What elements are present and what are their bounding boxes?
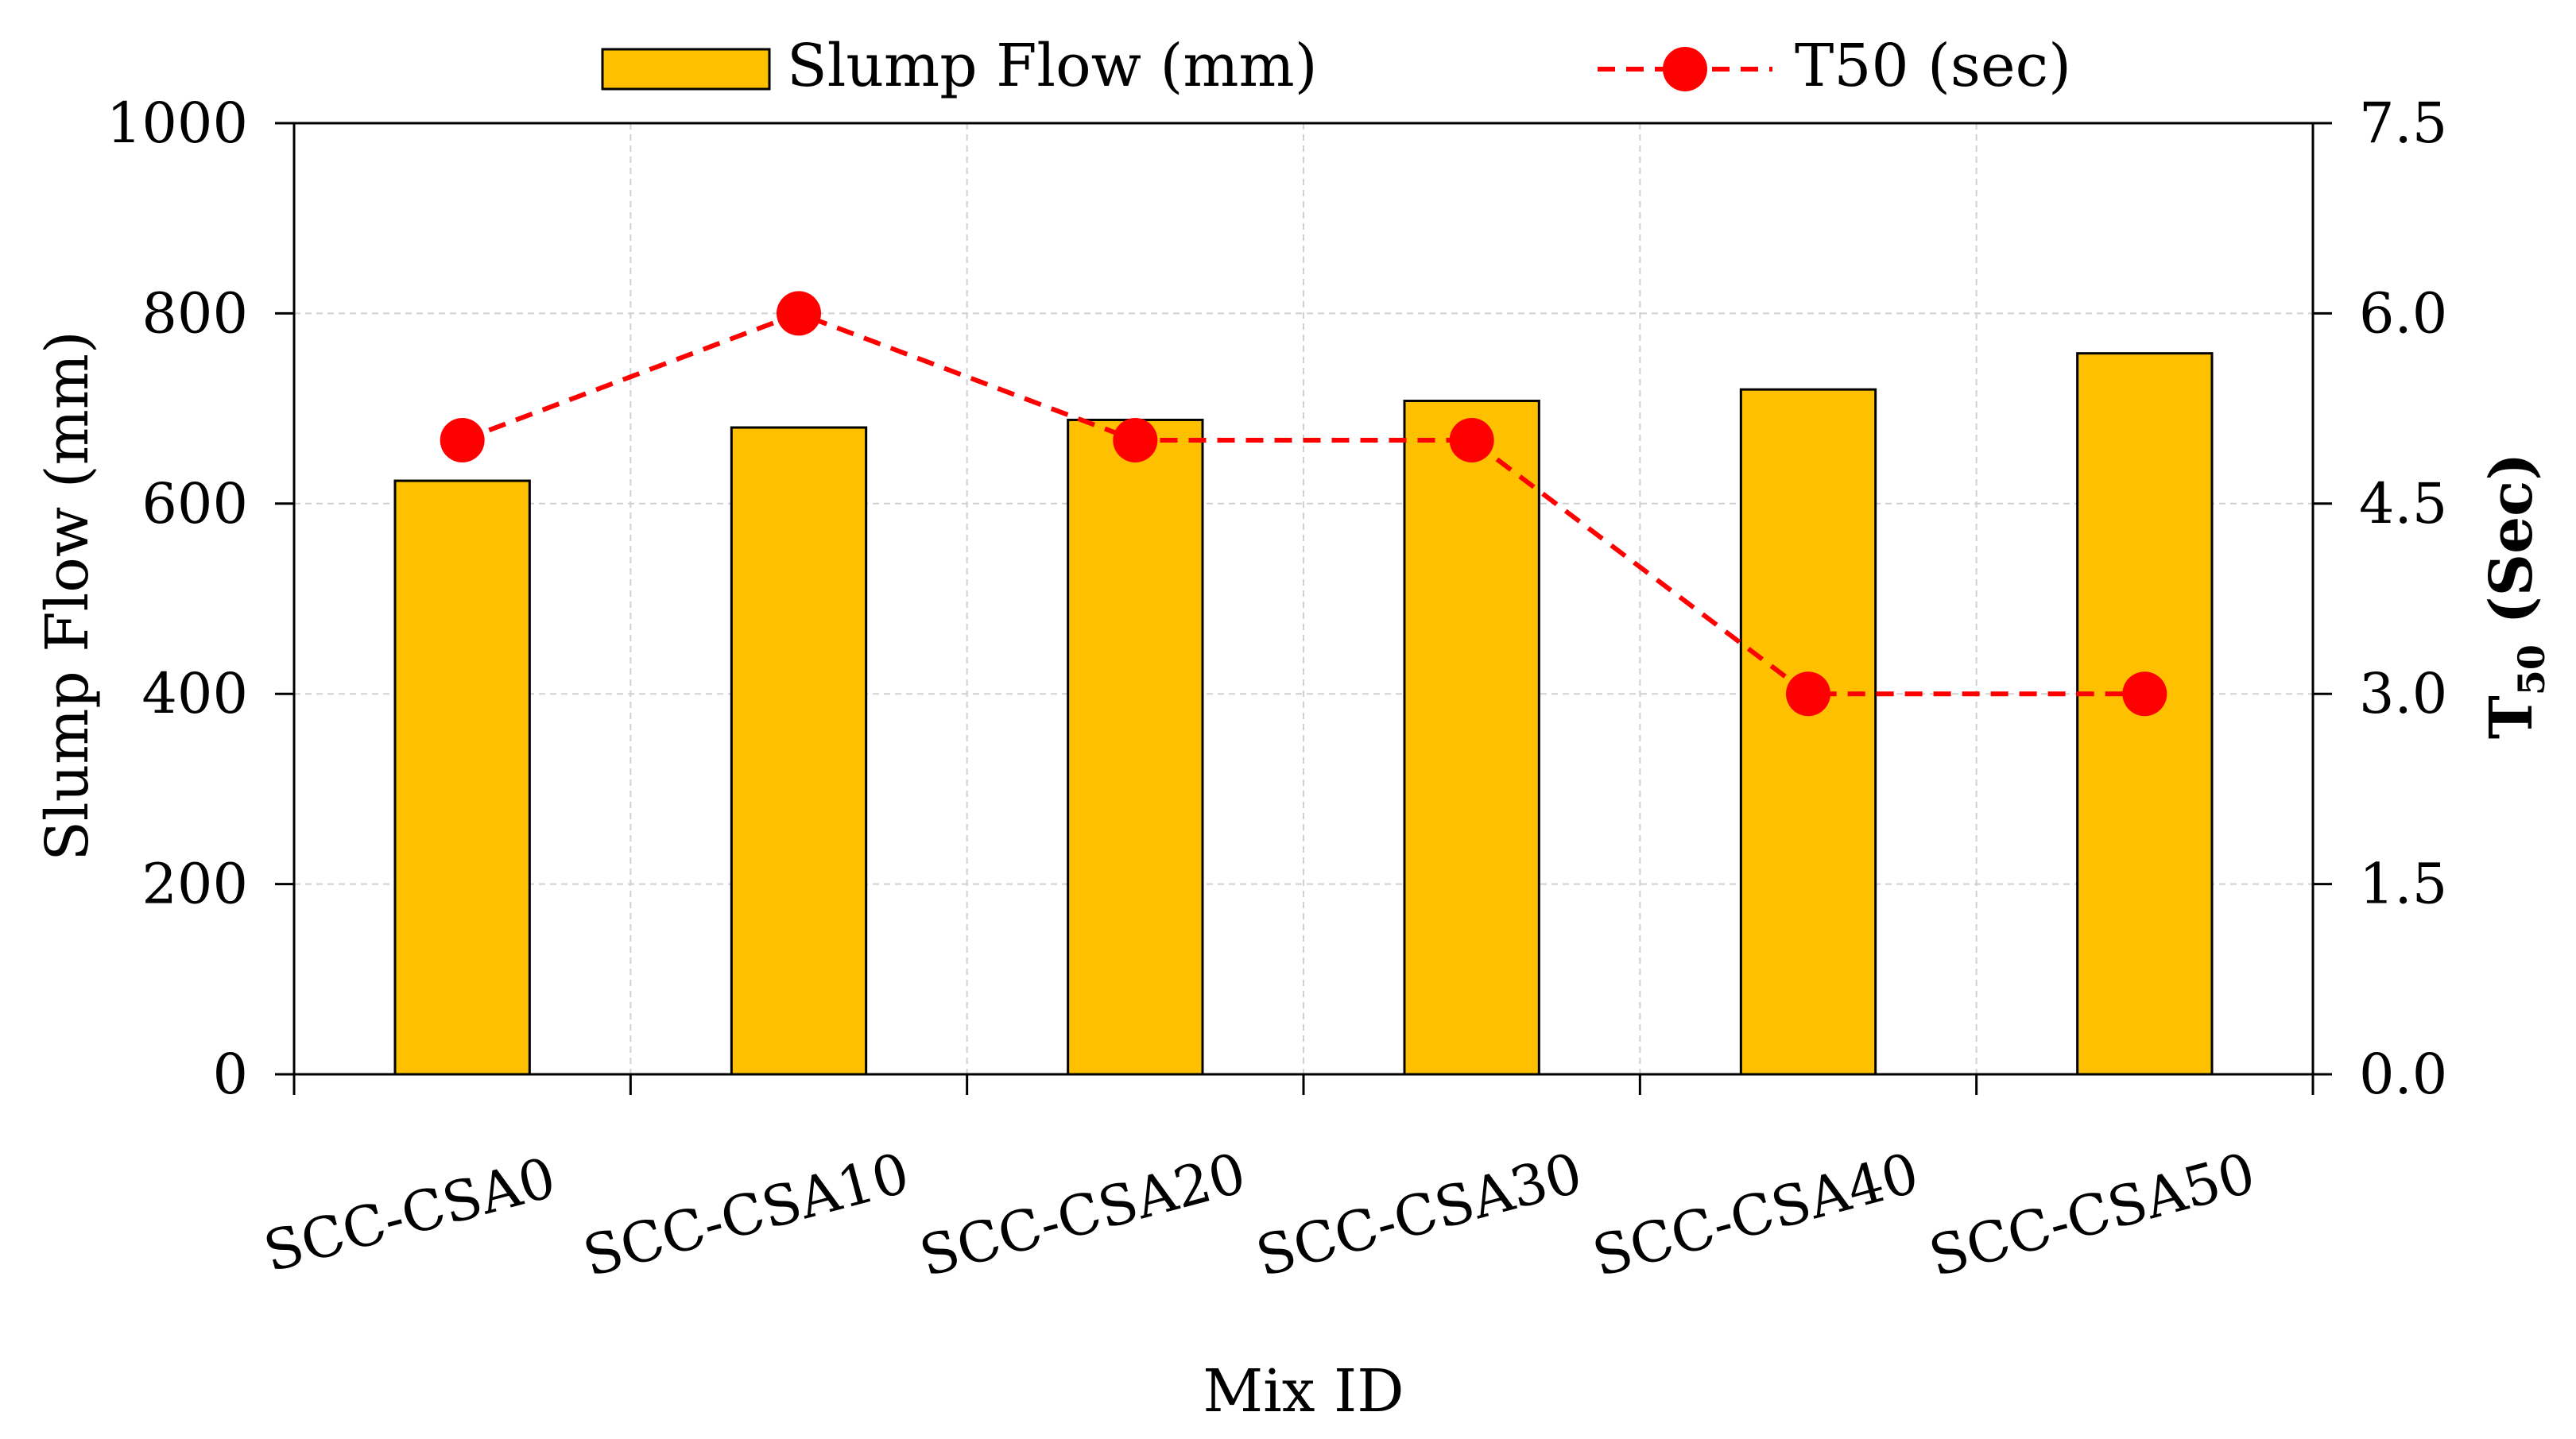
right-axis-ticks: 0.0 1.5 3.0 4.5 6.0 7.5 — [2313, 91, 2447, 1107]
point-SCC-CSA50 — [2122, 671, 2167, 717]
y2-axis-title-rest: (Sec) — [2477, 453, 2546, 644]
legend: Slump Flow (mm) T50 (sec) — [601, 32, 2071, 100]
y2-axis-title: T50 (Sec) — [2477, 453, 2553, 739]
line-series — [440, 291, 2167, 717]
y2-axis-title-main: T — [2477, 695, 2546, 739]
x-tick-label: SCC-CSA50 — [1923, 1140, 2262, 1290]
x-axis-title: Mix ID — [1203, 1357, 1404, 1425]
legend-bar-swatch — [601, 48, 771, 91]
left-tick-label: 1000 — [107, 91, 248, 156]
right-tick-label: 3.0 — [2359, 661, 2447, 726]
right-tick-label: 7.5 — [2359, 91, 2447, 156]
y2-axis-title-sub: 50 — [2510, 644, 2553, 695]
line-path — [461, 311, 2145, 697]
point-SCC-CSA20 — [1113, 418, 1158, 462]
bar-SCC-CSA30 — [1403, 400, 1540, 1076]
right-tick-label: 6.0 — [2359, 280, 2447, 346]
point-SCC-CSA10 — [777, 291, 821, 336]
left-tick-label: 800 — [141, 280, 248, 346]
left-tick-label: 600 — [141, 471, 248, 536]
x-tick-label: SCC-CSA40 — [1586, 1140, 1925, 1290]
y-axis-title: Slump Flow (mm) — [33, 331, 102, 861]
bar-SCC-CSA0 — [393, 479, 531, 1076]
bar-SCC-CSA10 — [730, 426, 868, 1076]
legend-line-marker — [1663, 47, 1707, 91]
right-tick-label: 0.0 — [2359, 1042, 2447, 1107]
legend-bar-label: Slump Flow (mm) — [787, 32, 1318, 100]
grid-lines — [294, 123, 2313, 1074]
bar-SCC-CSA40 — [1739, 388, 1877, 1076]
legend-line-label: T50 (sec) — [1795, 32, 2071, 100]
left-axis-ticks: 0 200 400 600 800 1000 — [107, 91, 294, 1107]
right-tick-label: 1.5 — [2359, 852, 2447, 917]
point-SCC-CSA40 — [1786, 671, 1830, 717]
left-tick-label: 0 — [212, 1042, 248, 1107]
point-SCC-CSA0 — [440, 418, 485, 462]
point-SCC-CSA30 — [1449, 418, 1494, 462]
left-tick-label: 200 — [141, 852, 248, 917]
bar-SCC-CSA20 — [1067, 418, 1204, 1076]
x-tick-label: SCC-CSA30 — [1249, 1140, 1589, 1290]
x-tick-label: SCC-CSA0 — [258, 1145, 563, 1285]
bar-series — [393, 352, 2214, 1076]
x-tick-label: SCC-CSA20 — [913, 1140, 1253, 1290]
x-tick-label: SCC-CSA10 — [576, 1140, 916, 1290]
left-tick-label: 400 — [141, 661, 248, 726]
x-axis-ticks: SCC-CSA0 SCC-CSA10SCC-CSA20SCC-CSA30SCC-C… — [258, 1074, 2315, 1290]
right-tick-label: 4.5 — [2359, 471, 2447, 536]
axes — [292, 122, 2315, 1076]
